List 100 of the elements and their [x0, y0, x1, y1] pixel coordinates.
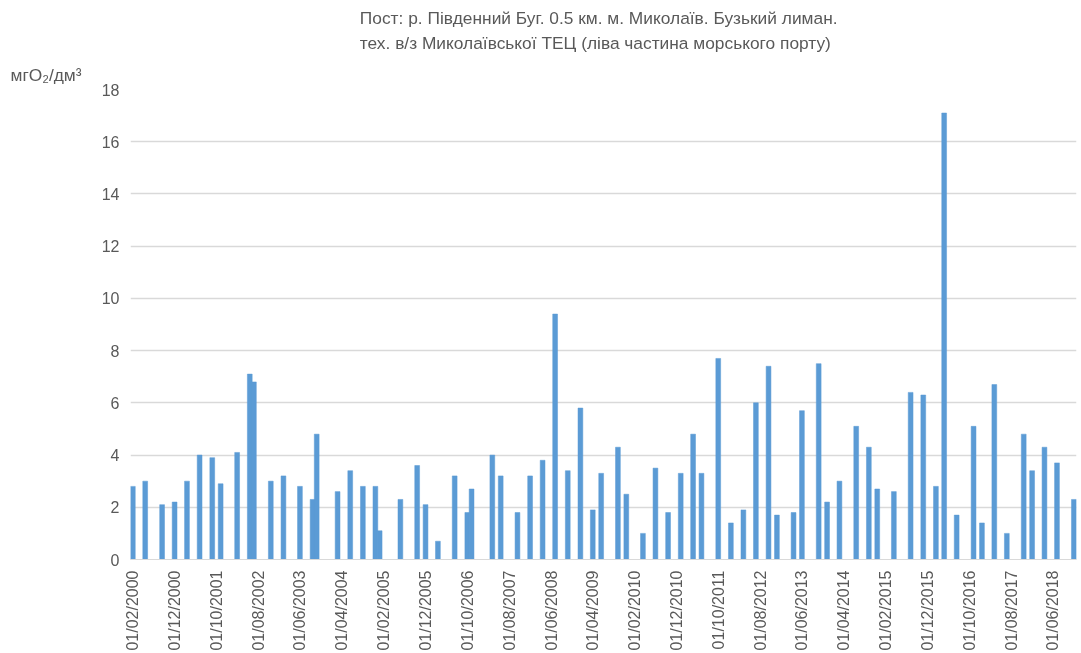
bar: [397, 499, 404, 560]
bar: [907, 392, 914, 560]
x-tick-label: 01/02/2005: [375, 570, 393, 651]
x-tick-label: 01/08/2012: [751, 570, 769, 651]
bar: [698, 473, 705, 560]
bar: [1041, 446, 1048, 560]
bar: [489, 454, 495, 560]
bar: [774, 514, 780, 560]
bar: [130, 486, 136, 560]
x-tick-label: 01/04/2004: [333, 570, 351, 651]
bar: [268, 480, 274, 560]
bar: [753, 402, 759, 560]
x-tick-label: 01/08/2017: [1002, 570, 1020, 651]
y-tick-label: 18: [101, 81, 120, 99]
bar: [209, 457, 215, 560]
bar: [790, 512, 797, 560]
bar: [552, 313, 558, 560]
y-axis-title: мгО₂/дм³: [10, 64, 82, 85]
x-tick-label: 01/08/2002: [249, 570, 267, 651]
bar: [866, 446, 872, 560]
x-tick-label: 01/12/2005: [417, 570, 435, 651]
bar: [234, 452, 240, 560]
bar: [1029, 470, 1035, 560]
x-tick-label: 01/10/2001: [207, 570, 225, 651]
x-tick-label: 01/04/2009: [584, 570, 602, 651]
x-tick-label: 01/10/2006: [458, 570, 476, 651]
bar: [1054, 462, 1060, 560]
bar: [665, 512, 671, 560]
y-tick-label: 10: [101, 290, 120, 308]
bar: [159, 504, 165, 560]
bar: [1004, 533, 1010, 560]
bar: [539, 460, 546, 560]
x-tick-label: 01/08/2007: [500, 570, 518, 651]
x-tick-label: 01/06/2003: [291, 570, 309, 651]
bar: [514, 512, 521, 560]
bar: [565, 470, 571, 560]
bar: [372, 486, 379, 560]
bar: [334, 491, 341, 560]
bar: [314, 433, 320, 560]
bar: [435, 540, 441, 560]
x-tick-label: 01/06/2018: [1044, 570, 1062, 651]
bar: [640, 533, 646, 560]
bar: [414, 465, 420, 560]
bar: [933, 486, 939, 560]
bar: [422, 504, 429, 560]
bar: [874, 488, 880, 560]
bar: [920, 394, 926, 560]
y-tick-label: 0: [110, 551, 120, 569]
bar: [728, 522, 734, 560]
bar: [142, 480, 148, 560]
x-tick-label: 01/04/2014: [835, 570, 853, 651]
bar: [740, 509, 747, 560]
x-tick-label: 01/12/2015: [918, 570, 936, 651]
bar: [1071, 499, 1077, 560]
bar: [468, 488, 475, 560]
bar: [970, 426, 977, 560]
bar: [577, 407, 584, 560]
bar: [979, 522, 985, 560]
bar: [941, 112, 947, 560]
bar: [196, 454, 203, 560]
bar: [598, 473, 604, 560]
y-tick-label: 14: [101, 185, 120, 203]
bar: [690, 433, 696, 560]
y-tick-label: 8: [110, 342, 120, 360]
x-tick-label: 01/12/2000: [166, 570, 184, 651]
bar: [615, 446, 621, 560]
bar: [824, 501, 830, 560]
bar: [280, 475, 287, 560]
bar: [623, 493, 629, 560]
bar: [652, 467, 659, 560]
bar: [836, 480, 843, 560]
bar: [217, 483, 224, 560]
bar: [527, 475, 533, 560]
x-tick-label: 01/06/2008: [542, 570, 560, 651]
bar: [954, 514, 960, 560]
bar: [171, 501, 178, 560]
bar: [498, 475, 504, 560]
bar: [991, 384, 997, 560]
y-tick-label: 6: [110, 394, 120, 412]
bar: [184, 480, 190, 560]
bar: [765, 366, 772, 560]
bar: [590, 509, 596, 560]
y-tick-label: 2: [110, 499, 120, 517]
bar: [1021, 433, 1027, 560]
x-tick-label: 01/02/2015: [877, 570, 895, 651]
bar: [297, 486, 303, 560]
y-tick-label: 16: [101, 133, 120, 151]
bar: [891, 491, 897, 560]
x-tick-label: 01/02/2000: [124, 570, 142, 651]
bar: [452, 475, 458, 560]
bar: [360, 486, 366, 560]
chart-title: Пост: р. Південний Буг. 0.5 км. м. Миколаїв. Бузький лиман. тех. в/з Миколаївської ТЕЦ (ліва частина морського порту): [359, 7, 838, 53]
x-tick-label: 01/10/2011: [709, 570, 727, 650]
bar: [853, 426, 859, 560]
bar: [799, 410, 805, 560]
y-tick-label: 12: [101, 238, 120, 256]
bar: [347, 470, 353, 560]
y-tick-label: 4: [110, 447, 120, 465]
bar: [715, 358, 721, 560]
x-tick-label: 01/02/2010: [626, 570, 644, 651]
